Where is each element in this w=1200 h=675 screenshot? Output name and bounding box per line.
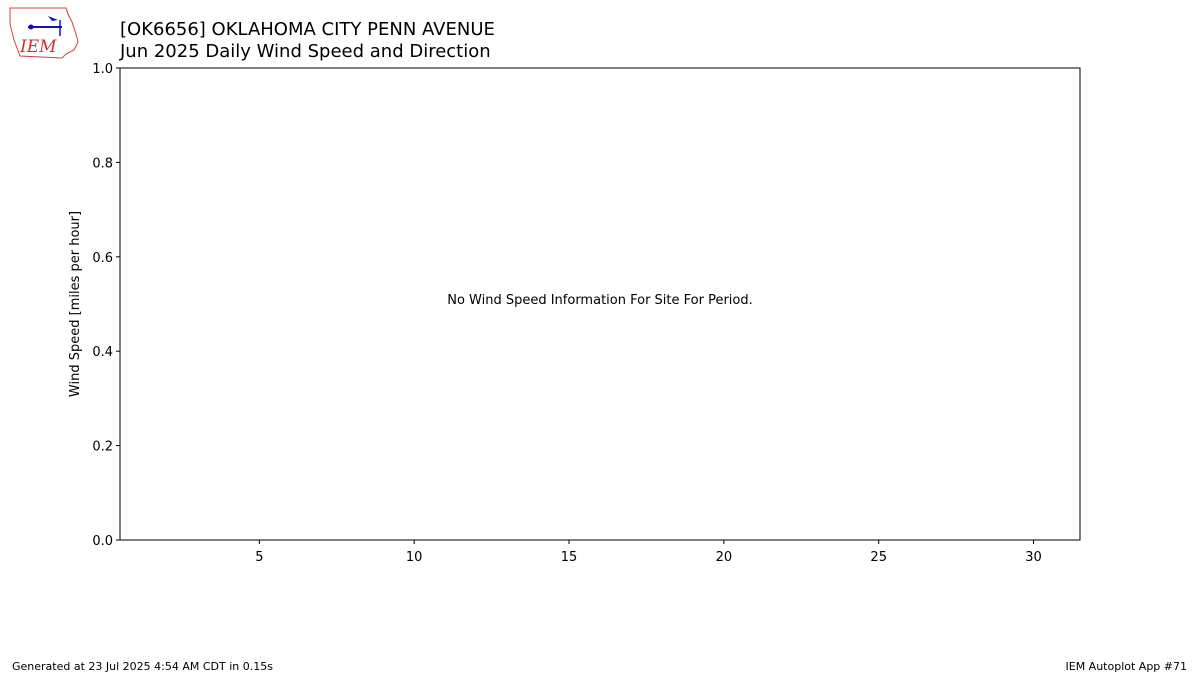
x-tick-label: 10: [406, 550, 423, 565]
logo: IEM: [9, 7, 79, 59]
y-tick-label: 0.8: [92, 156, 113, 171]
y-tick-label: 0.2: [92, 440, 113, 455]
annotation: No Wind Speed Information For Site For P…: [447, 293, 753, 308]
x-tick-label: 30: [1025, 550, 1042, 565]
plot-frame: [119, 67, 1081, 541]
logo-text: IEM: [19, 37, 57, 57]
x-tick-label: 25: [870, 550, 887, 565]
y-tick-label: 0.4: [92, 345, 113, 360]
y-tick-label: 0.0: [92, 534, 113, 549]
chart-subtitle: Jun 2025 Daily Wind Speed and Direction: [119, 41, 491, 62]
y-tick-label: 1.0: [92, 62, 113, 77]
y-axis-label: Wind Speed [miles per hour]: [68, 211, 83, 397]
x-tick-label: 20: [716, 550, 733, 565]
x-tick-label: 15: [561, 550, 578, 565]
x-tick-label: 5: [255, 550, 263, 565]
chart-title: [OK6656] OKLAHOMA CITY PENN AVENUE: [120, 19, 495, 40]
footer-right: IEM Autoplot App #71: [1066, 660, 1188, 673]
y-tick-label: 0.6: [92, 251, 113, 266]
footer-left: Generated at 23 Jul 2025 4:54 AM CDT in …: [12, 660, 273, 673]
